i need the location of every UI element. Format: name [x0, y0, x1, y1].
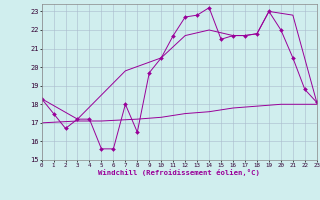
X-axis label: Windchill (Refroidissement éolien,°C): Windchill (Refroidissement éolien,°C)	[98, 169, 260, 176]
